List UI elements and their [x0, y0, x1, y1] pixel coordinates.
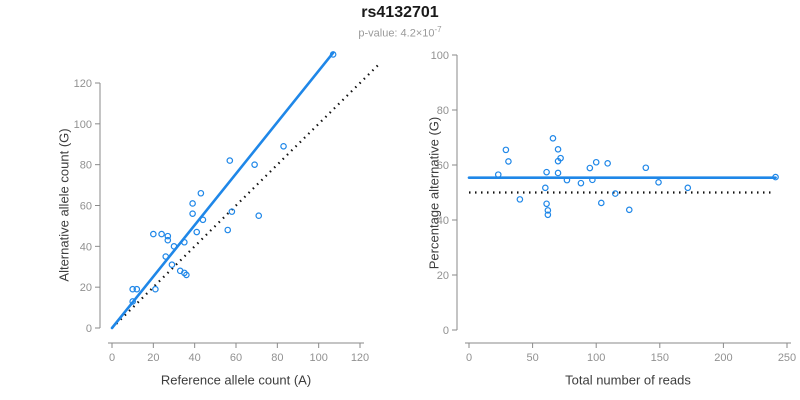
x-tick-label: 0: [109, 352, 115, 364]
allele-count-scatter: 0 20 40 60 80 100 120 0 20 40 60 80 100 120: [74, 51, 382, 364]
data-point: [772, 173, 779, 181]
p-value-subtitle: p-value: 4.2×10-7: [0, 25, 800, 40]
x-tick-label: 200: [714, 352, 732, 364]
data-point: [516, 196, 524, 203]
data-point: [549, 135, 557, 142]
data-point: [554, 169, 562, 177]
data-point: [189, 200, 196, 207]
data-point: [554, 146, 562, 153]
x-tick-label: 100: [309, 352, 327, 364]
data-point: [543, 200, 550, 208]
data-point: [199, 216, 207, 224]
y-tick-label: 100: [431, 50, 449, 62]
data-point: [655, 179, 662, 186]
data-point: [193, 228, 201, 236]
data-point: [129, 285, 136, 293]
y-tick-label: 100: [74, 119, 92, 131]
data-point: [604, 160, 611, 167]
x-tick-label: 100: [587, 352, 605, 364]
y-tick-label: 40: [437, 215, 449, 227]
data-point: [133, 285, 141, 293]
y-tick-label: 60: [437, 160, 449, 172]
data-point: [280, 142, 287, 150]
percentage-alternative-scatter: 0 50 100 150 200 250 0 20 40 60 80 100: [431, 50, 797, 364]
y-tick-label: 0: [443, 325, 449, 337]
y-tick-label: 0: [86, 323, 92, 335]
x-tick-label: 20: [147, 352, 159, 364]
data-point: [228, 208, 236, 215]
data-point: [586, 164, 594, 172]
regression-line: [110, 51, 335, 330]
data-point: [224, 226, 232, 234]
data-point: [162, 253, 170, 260]
data-point: [592, 158, 600, 166]
data-point: [158, 230, 165, 238]
x-tick-label: 60: [230, 352, 242, 364]
data-point: [505, 158, 512, 165]
data-point: [684, 184, 692, 192]
data-point: [544, 211, 552, 219]
y-tick-label: 120: [74, 78, 92, 90]
data-point: [625, 206, 633, 214]
data-point: [181, 238, 188, 246]
p-value-exponent: -7: [434, 25, 442, 34]
y-tick-label: 40: [80, 241, 92, 253]
x-tick-label: 120: [351, 352, 369, 364]
data-point: [129, 298, 136, 305]
data-point: [577, 179, 585, 187]
data-point: [168, 261, 176, 269]
data-point: [226, 157, 234, 164]
data-point: [329, 51, 337, 58]
data-point: [183, 271, 190, 279]
y-axis-label-right: Percentage alternative (G): [426, 116, 442, 270]
x-tick-label: 0: [466, 352, 472, 364]
data-point: [251, 161, 258, 168]
data-point: [642, 164, 650, 172]
data-point: [563, 176, 571, 184]
data-point: [554, 157, 562, 165]
data-point: [542, 184, 549, 192]
x-tick-label: 250: [778, 352, 796, 364]
data-point: [597, 199, 605, 207]
data-point: [255, 212, 263, 220]
data-point: [164, 232, 172, 240]
page-title: rs4132701: [361, 4, 439, 21]
x-axis-label-right: Total number of reads: [565, 372, 691, 388]
y-tick-label: 20: [437, 270, 449, 282]
data-point: [152, 285, 159, 293]
data-point: [589, 176, 596, 184]
data-point: [543, 168, 550, 176]
data-point: [544, 207, 552, 214]
x-axis-label-left: Reference allele count (A): [160, 372, 312, 388]
y-tick-label: 20: [80, 282, 92, 294]
y-axis-label-left: Alternative allele count (G): [56, 128, 72, 282]
data-point: [150, 230, 157, 238]
data-point: [164, 236, 172, 244]
x-tick-label: 150: [651, 352, 669, 364]
data-point: [170, 243, 178, 250]
y-tick-label: 80: [437, 105, 449, 117]
y-tick-label: 60: [80, 200, 92, 212]
data-point: [189, 210, 196, 217]
data-point: [494, 171, 502, 178]
x-tick-label: 40: [189, 352, 201, 364]
p-value-text: p-value: 4.2×10: [358, 27, 435, 40]
y-tick-label: 80: [80, 160, 92, 172]
data-point: [197, 189, 205, 197]
x-tick-label: 50: [526, 352, 538, 364]
data-point: [502, 146, 510, 154]
x-tick-label: 80: [271, 352, 283, 364]
data-point: [611, 190, 619, 197]
